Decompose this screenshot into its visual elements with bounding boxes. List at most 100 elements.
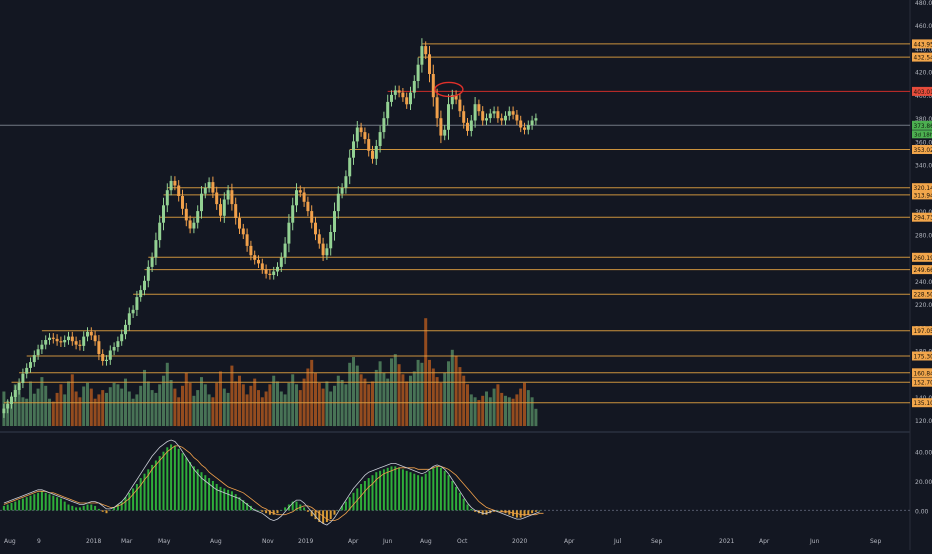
macd-histogram-bar xyxy=(231,491,233,510)
candle-body xyxy=(417,65,420,81)
macd-histogram-bar xyxy=(432,468,434,511)
candle-body xyxy=(337,194,340,211)
time-axis-tick: 2020 xyxy=(512,538,527,545)
macd-histogram-bar xyxy=(220,487,222,510)
macd-histogram-bar xyxy=(265,510,267,513)
candle-body xyxy=(325,248,328,255)
macd-histogram-bar xyxy=(26,497,28,510)
macd-histogram-bar xyxy=(18,500,20,510)
candle-body xyxy=(363,132,366,139)
candle-body xyxy=(375,146,378,159)
macd-histogram-bar xyxy=(451,481,453,510)
price-axis-tick: 480.00 xyxy=(915,0,932,7)
macd-histogram-bar xyxy=(277,510,279,513)
candle-body xyxy=(40,345,43,350)
candle-body xyxy=(113,347,116,351)
volume-bar xyxy=(333,386,336,426)
volume-bar xyxy=(443,373,446,426)
candle-body xyxy=(132,310,135,314)
macd-histogram-bar xyxy=(185,458,187,511)
candle-body xyxy=(135,297,138,310)
volume-bar xyxy=(462,376,465,426)
candle-body xyxy=(428,54,431,74)
candle-body xyxy=(94,335,97,341)
volume-bar xyxy=(455,356,458,426)
candle-body xyxy=(48,338,51,340)
macd-histogram-bar xyxy=(22,499,24,511)
volume-bar xyxy=(451,350,454,426)
candle-body xyxy=(59,341,62,342)
volume-bar xyxy=(227,393,230,426)
volume-bar xyxy=(519,389,522,426)
macd-histogram-bar xyxy=(136,484,138,510)
volume-bar xyxy=(139,386,142,426)
time-axis-tick: Apr xyxy=(564,538,575,545)
macd-histogram-bar xyxy=(463,499,465,511)
volume-bar xyxy=(154,393,157,426)
candle-body xyxy=(90,332,93,336)
volume-bar xyxy=(299,390,302,426)
level-price-text: 260.19 xyxy=(914,256,932,262)
candle-body xyxy=(512,111,515,115)
candle-body xyxy=(170,181,173,190)
volume-bar xyxy=(485,392,488,427)
macd-histogram-bar xyxy=(3,506,5,510)
candle-body xyxy=(234,204,237,218)
volume-bar xyxy=(287,383,290,426)
candle-body xyxy=(227,190,230,199)
volume-bar xyxy=(489,397,492,426)
macd-histogram-bar xyxy=(121,502,123,511)
volume-bar xyxy=(177,397,180,426)
volume-bar xyxy=(390,358,393,426)
macd-histogram-bar xyxy=(398,468,400,511)
volume-bar xyxy=(500,393,503,426)
volume-bar xyxy=(470,394,473,426)
candle-body xyxy=(500,118,503,120)
candle-body xyxy=(462,111,465,123)
candle-body xyxy=(493,111,496,113)
volume-bar xyxy=(246,394,249,426)
macd-histogram-bar xyxy=(163,452,165,511)
macd-histogram-bar xyxy=(330,510,332,519)
macd-histogram-bar xyxy=(410,472,412,510)
volume-bar xyxy=(166,363,169,426)
volume-bar xyxy=(37,389,40,426)
volume-bar xyxy=(306,369,309,427)
candle-body xyxy=(181,196,184,209)
candle-body xyxy=(527,125,530,130)
volume-bar xyxy=(162,376,165,426)
macd-histogram-bar xyxy=(79,507,81,510)
level-price-text: 294.73 xyxy=(914,216,932,222)
candle-body xyxy=(242,229,245,235)
volume-bar xyxy=(337,376,340,426)
macd-histogram-bar xyxy=(151,465,153,510)
macd-histogram-bar xyxy=(41,491,43,510)
candle-body xyxy=(519,121,522,128)
candle-body xyxy=(204,188,207,194)
macd-histogram-bar xyxy=(527,510,529,514)
volume-bar xyxy=(204,384,207,426)
volume-bar xyxy=(113,383,116,426)
macd-histogram-bar xyxy=(60,499,62,511)
macd-histogram-bar xyxy=(87,505,89,511)
candle-body xyxy=(508,111,511,116)
macd-histogram-bar xyxy=(182,453,184,510)
volume-bar xyxy=(458,367,461,426)
volume-bar xyxy=(481,396,484,426)
macd-histogram-bar xyxy=(421,477,423,511)
candle-body xyxy=(386,102,389,118)
volume-bar xyxy=(474,397,477,426)
candle-body xyxy=(341,188,344,194)
level-price-text: 228.50 xyxy=(914,293,932,299)
macd-histogram-bar xyxy=(470,509,472,511)
volume-bar xyxy=(143,370,146,426)
macd-histogram-bar xyxy=(360,484,362,510)
time-axis-tick: Jun xyxy=(809,538,820,545)
volume-bar xyxy=(413,371,416,426)
candle-body xyxy=(394,90,397,95)
time-axis-tick: Jul xyxy=(613,538,622,545)
macd-histogram-bar xyxy=(273,510,275,514)
macd-histogram-bar xyxy=(94,506,96,510)
